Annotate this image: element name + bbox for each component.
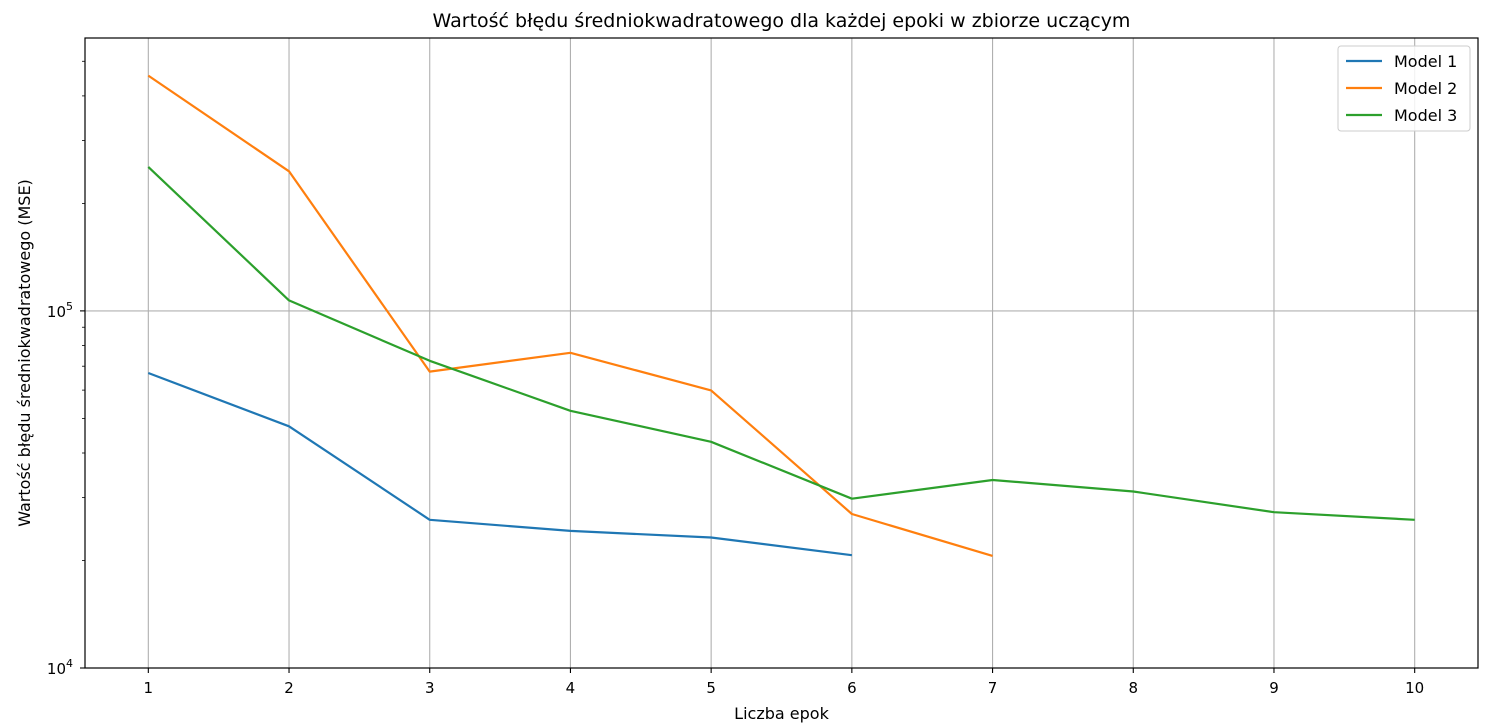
series-line-model-3 xyxy=(147,166,1415,521)
y-axis-label: Wartość błędu średniokwadratowego (MSE) xyxy=(15,179,34,527)
x-tick-label: 7 xyxy=(988,679,998,697)
x-tick-label: 6 xyxy=(847,679,857,697)
x-tick-label: 9 xyxy=(1269,679,1279,697)
x-tick-label: 4 xyxy=(566,679,576,697)
x-tick-label: 5 xyxy=(706,679,716,697)
y-tick-label: 104 xyxy=(47,657,73,678)
x-tick-label: 2 xyxy=(284,679,294,697)
x-tick-label: 3 xyxy=(425,679,435,697)
x-tick-label: 8 xyxy=(1128,679,1138,697)
ticks: 1 2 3 4 5 6 7 8 9 10 104 105 xyxy=(47,60,1424,697)
chart-title: Wartość błędu średniokwadratowego dla ka… xyxy=(433,10,1131,32)
x-tick-label: 10 xyxy=(1405,679,1424,697)
legend: Model 1 Model 2 Model 3 xyxy=(1337,45,1471,132)
grid xyxy=(85,38,1478,668)
x-axis-label: Liczba epok xyxy=(734,704,829,723)
legend-label: Model 3 xyxy=(1394,106,1457,125)
x-tick-label: 1 xyxy=(144,679,154,697)
plot-frame xyxy=(84,37,1479,669)
series-line-model-2 xyxy=(147,74,993,557)
legend-label: Model 1 xyxy=(1394,52,1457,71)
legend-label: Model 2 xyxy=(1394,79,1457,98)
legend-box xyxy=(1337,45,1471,132)
series-line-model-1 xyxy=(147,371,853,557)
series-layer xyxy=(147,74,1415,557)
y-tick-label: 105 xyxy=(47,300,73,321)
